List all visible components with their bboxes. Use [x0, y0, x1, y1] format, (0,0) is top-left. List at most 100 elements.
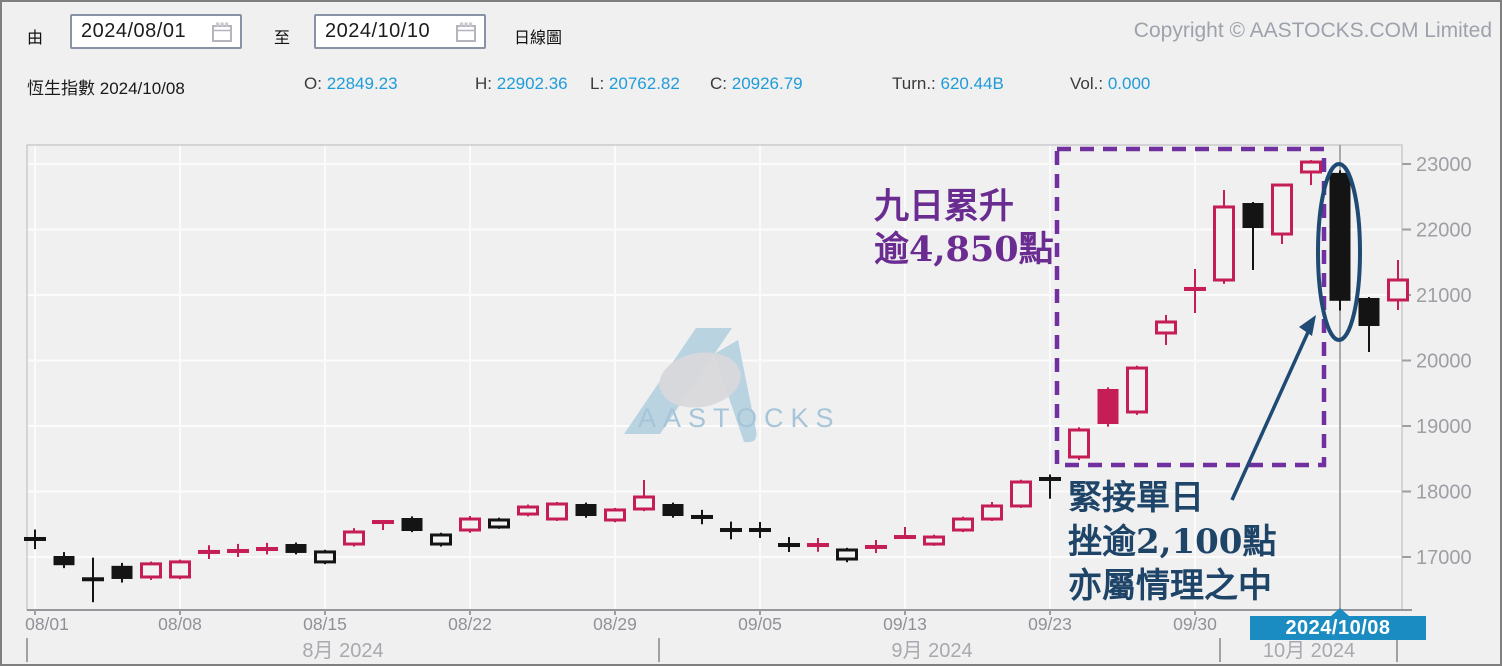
candle-doji-bar — [372, 520, 394, 525]
to-label: 至 — [274, 30, 291, 47]
candle-body-09-27 — [1155, 320, 1177, 335]
candle-body-08-07 — [140, 562, 162, 579]
candle-doji-bar — [256, 547, 278, 552]
quote-field-l: L: 20762.82 — [590, 74, 680, 93]
x-tick-label: 09/05 — [738, 614, 782, 634]
y-tick-label: 18000 — [1416, 482, 1472, 504]
annotation-fall: 緊接單日 挫逾2,100點 亦屬情理之中 — [1068, 476, 1276, 608]
quote-field-o: O: 22849.23 — [304, 74, 398, 93]
y-tick-label: 17000 — [1416, 547, 1472, 569]
to-date-value: 2024/10/10 — [325, 20, 431, 42]
candle-body-08-15 — [314, 550, 336, 564]
candle-doji-bar — [720, 528, 742, 533]
candle-body-08-23 — [488, 518, 510, 529]
month-label: 9月 2024 — [891, 640, 972, 662]
index-name: 恆生指數 — [27, 79, 95, 98]
candle-body-10-10 — [1387, 278, 1409, 302]
x-tick-label: 09/30 — [1173, 614, 1217, 634]
candle-body-09-16 — [923, 535, 945, 546]
candle-body-09-24 — [1068, 428, 1090, 459]
candle-body-09-19 — [981, 504, 1003, 521]
from-date-value: 2024/08/01 — [81, 20, 187, 42]
candle-body-09-17 — [952, 517, 974, 532]
annotation-fall-line1: 緊接單日 — [1068, 478, 1204, 518]
candle-doji-bar — [691, 514, 713, 519]
x-tick-label: 09/23 — [1028, 614, 1072, 634]
candle-body-08-20 — [401, 518, 423, 532]
candle-body-10-09 — [1358, 297, 1380, 326]
candle-doji-bar — [865, 544, 887, 549]
candle-body-10-08 — [1329, 172, 1351, 301]
candle-body-09-25 — [1097, 388, 1119, 424]
candle-doji-bar — [24, 536, 46, 541]
candle-doji-bar — [807, 543, 829, 548]
candle-doji-bar — [894, 535, 916, 540]
x-tick-label: 09/13 — [883, 614, 927, 634]
candle-body-08-02 — [53, 556, 75, 566]
candle-body-08-28 — [575, 503, 597, 517]
candle-body-10-04 — [1271, 183, 1293, 236]
y-tick-label: 22000 — [1416, 220, 1472, 242]
candle-body-09-26 — [1126, 366, 1148, 414]
from-date-input[interactable]: 2024/08/01 — [70, 14, 242, 49]
candle-body-10-03 — [1242, 203, 1264, 229]
calendar-icon[interactable] — [455, 21, 477, 43]
annotation-arrowhead-icon — [1299, 315, 1316, 336]
annotation-arrow — [1230, 329, 1311, 501]
aastocks-logo-blob — [659, 352, 741, 408]
candle-body-09-02 — [662, 503, 684, 517]
candle-doji-bar — [227, 548, 249, 553]
x-tick-label: 08/01 — [25, 614, 69, 634]
to-date-input[interactable]: 2024/10/10 — [314, 14, 486, 49]
quote-date: 2024/10/08 — [99, 79, 185, 98]
candle-body-08-16 — [343, 530, 365, 546]
badge-date: 2024/10/08 — [1285, 617, 1391, 639]
quote-field-turn: Turn.: 620.44B — [892, 74, 1004, 93]
candle-doji-bar — [749, 528, 771, 533]
candle-body-08-30 — [633, 495, 655, 511]
quote-row: 恆生指數 2024/10/08 O: 22849.23 H: 22902.36 L:… — [2, 74, 1500, 100]
period-label: 日線圖 — [514, 30, 563, 47]
watermark-text: AASTOCKS — [638, 403, 841, 433]
candle-body-09-11 — [836, 548, 858, 561]
candle-body-08-22 — [459, 517, 481, 532]
x-tick-label: 08/22 — [448, 614, 492, 634]
annotation-fall-line3: 亦屬情理之中 — [1068, 566, 1272, 606]
crash-candle-ellipse — [1316, 162, 1362, 342]
copyright-text: Copyright © AASTOCKS.COM Limited — [1133, 19, 1492, 42]
candle-body-08-29 — [604, 508, 626, 522]
candle-doji-bar — [1184, 286, 1206, 291]
candle-body-09-20 — [1010, 480, 1032, 508]
candle-body-08-06 — [111, 565, 133, 579]
candle-body-08-08 — [169, 560, 191, 579]
annotation-rise-line2: 逾4,850點 — [874, 229, 1054, 270]
x-tick-label: 08/29 — [593, 614, 637, 634]
candle-body-08-26 — [517, 505, 539, 516]
month-label: 10月 2024 — [1263, 640, 1355, 662]
candle-body-10-07 — [1300, 160, 1322, 174]
candle-body-08-21 — [430, 533, 452, 546]
candle-doji-bar — [198, 549, 220, 554]
from-label: 由 — [27, 30, 44, 47]
quote-field-vol: Vol.: 0.000 — [1070, 74, 1151, 93]
annotation-fall-line2: 挫逾2,100點 — [1068, 522, 1277, 562]
y-tick-label: 20000 — [1416, 351, 1472, 373]
y-tick-label: 19000 — [1416, 416, 1472, 438]
candle-doji-bar — [1039, 476, 1061, 481]
annotation-rise: 九日累升 逾4,850點 — [874, 185, 1054, 271]
index-name-and-date: 恆生指數 2024/10/08 — [27, 74, 185, 99]
selected-date-badge: 2024/10/08 — [1250, 608, 1426, 640]
month-label: 8月 2024 — [302, 640, 383, 662]
x-tick-label: 08/08 — [158, 614, 202, 634]
quote-field-c: C: 20926.79 — [710, 74, 803, 93]
candle-doji-bar — [82, 577, 104, 582]
candle-body-10-02 — [1213, 205, 1235, 282]
calendar-icon[interactable] — [211, 21, 233, 43]
y-tick-label: 21000 — [1416, 285, 1472, 307]
candle-body-08-27 — [546, 502, 568, 521]
y-tick-label: 23000 — [1416, 154, 1472, 176]
candle-doji-bar — [778, 543, 800, 548]
x-tick-label: 08/15 — [303, 614, 347, 634]
